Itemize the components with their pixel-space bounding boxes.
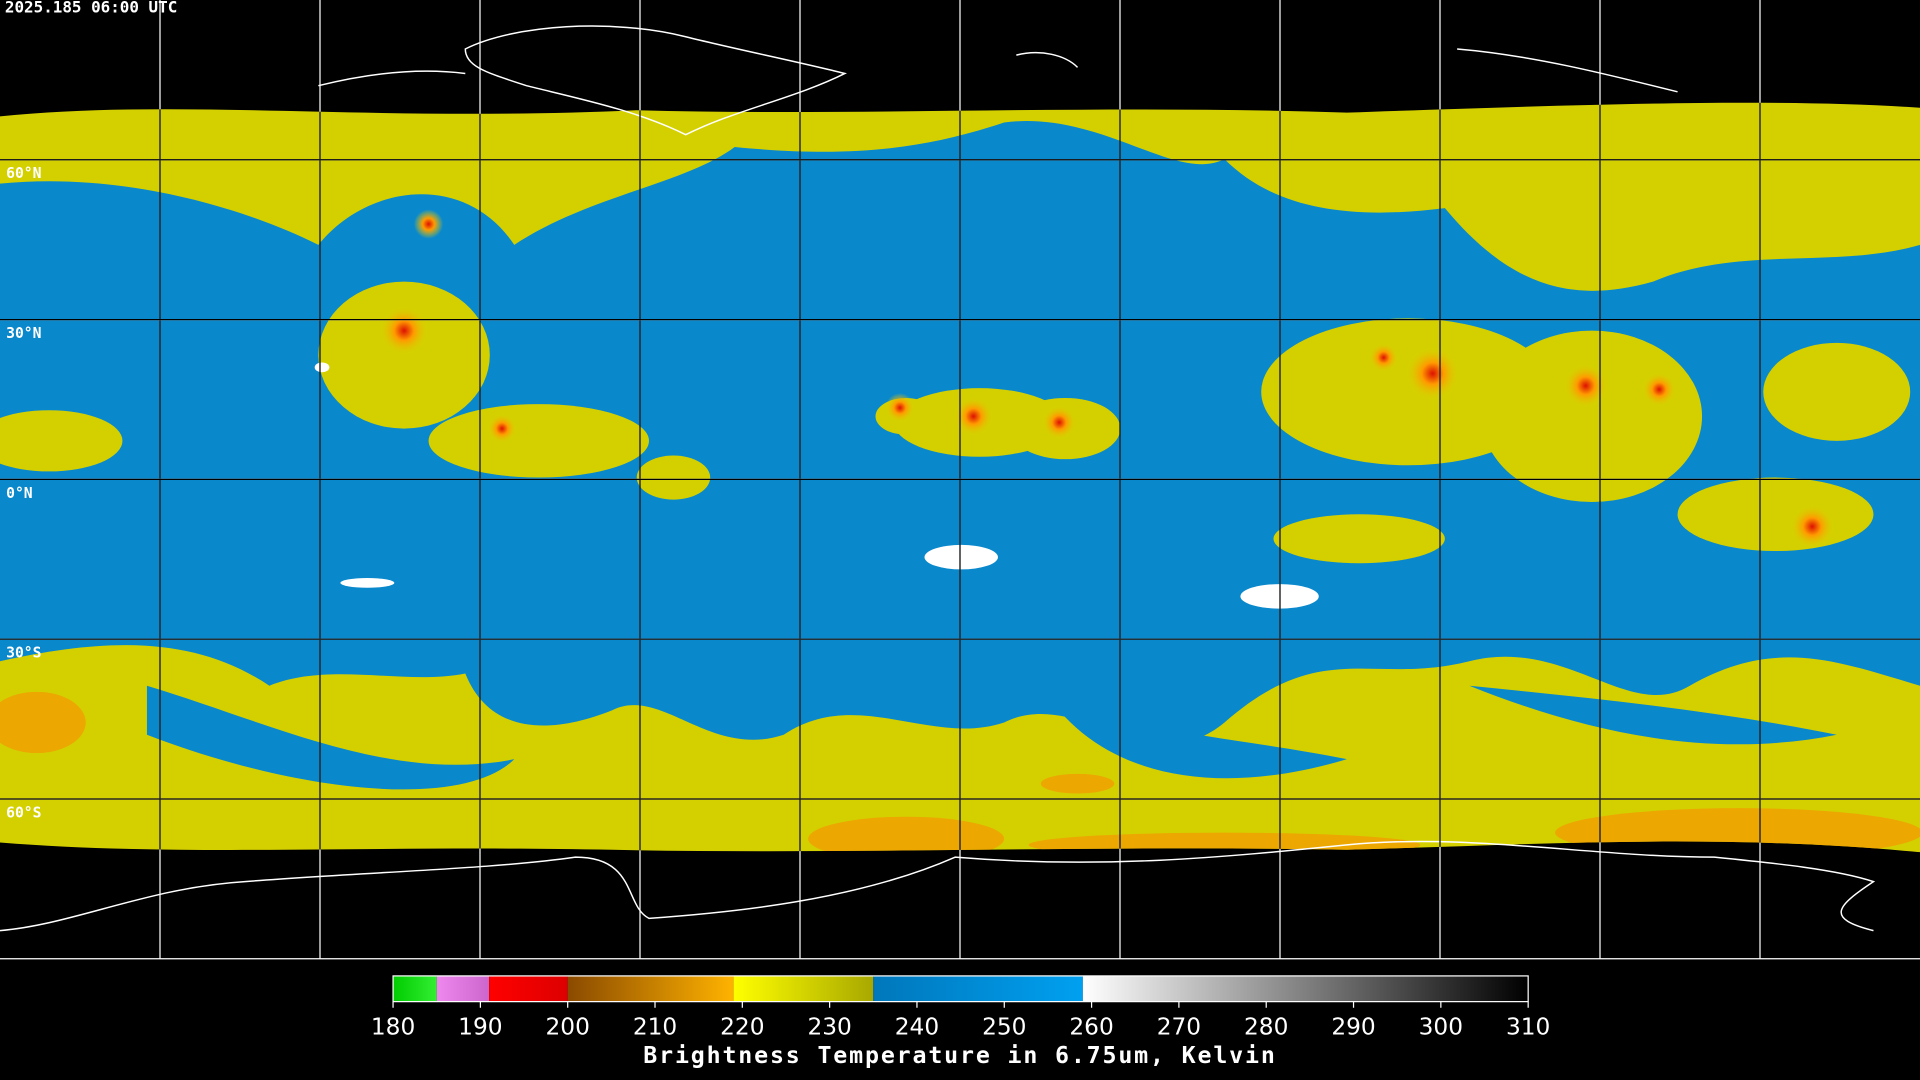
- colorbar-segment: [733, 975, 874, 1002]
- colorbar-tick-label: 180: [371, 1014, 415, 1041]
- timestamp: 2025.185 06:00 UTC: [5, 0, 177, 16]
- colorbar-tick-label: 240: [895, 1014, 939, 1041]
- latitude-label: 60°N: [6, 165, 41, 182]
- latitude-label: 0°N: [6, 485, 33, 502]
- colorbar-segment: [1082, 975, 1529, 1002]
- colorbar-segment: [873, 975, 1083, 1002]
- colorbar-tick-label: 200: [545, 1014, 589, 1041]
- colorbar-tick-label: 280: [1244, 1014, 1288, 1041]
- colorbar: 180 190 200 210 220 230 240 250 260 270 280 290 300 3…: [371, 975, 1550, 1041]
- colorbar-tick-label: 310: [1506, 1014, 1550, 1041]
- colorbar-segment: [489, 975, 568, 1002]
- colorbar-tick-label: 300: [1419, 1014, 1463, 1041]
- colorbar-tick-label: 250: [982, 1014, 1026, 1041]
- graticule: 60°N 30°N 0°N 30°S 60°S: [0, 0, 1920, 960]
- colorbar-title: Brightness Temperature in 6.75um, Kelvin: [643, 1042, 1276, 1069]
- colorbar-tick-label: 230: [807, 1014, 851, 1041]
- latitude-label: 30°N: [6, 325, 41, 342]
- colorbar-tick-label: 290: [1331, 1014, 1375, 1041]
- colorbar-segment: [436, 975, 490, 1002]
- colorbar-tick-label: 260: [1069, 1014, 1113, 1041]
- colorbar-segment: [393, 975, 437, 1002]
- colorbar-tick-label: 190: [458, 1014, 502, 1041]
- latitude-label: 60°S: [6, 804, 41, 821]
- colorbar-border: [392, 975, 1529, 1003]
- colorbar-tick-label: 220: [720, 1014, 764, 1041]
- colorbar-segment: [567, 975, 734, 1002]
- latitude-label: 30°S: [6, 645, 41, 662]
- colorbar-tick-label: 270: [1157, 1014, 1201, 1041]
- colorbar-tick-label: 210: [633, 1014, 677, 1041]
